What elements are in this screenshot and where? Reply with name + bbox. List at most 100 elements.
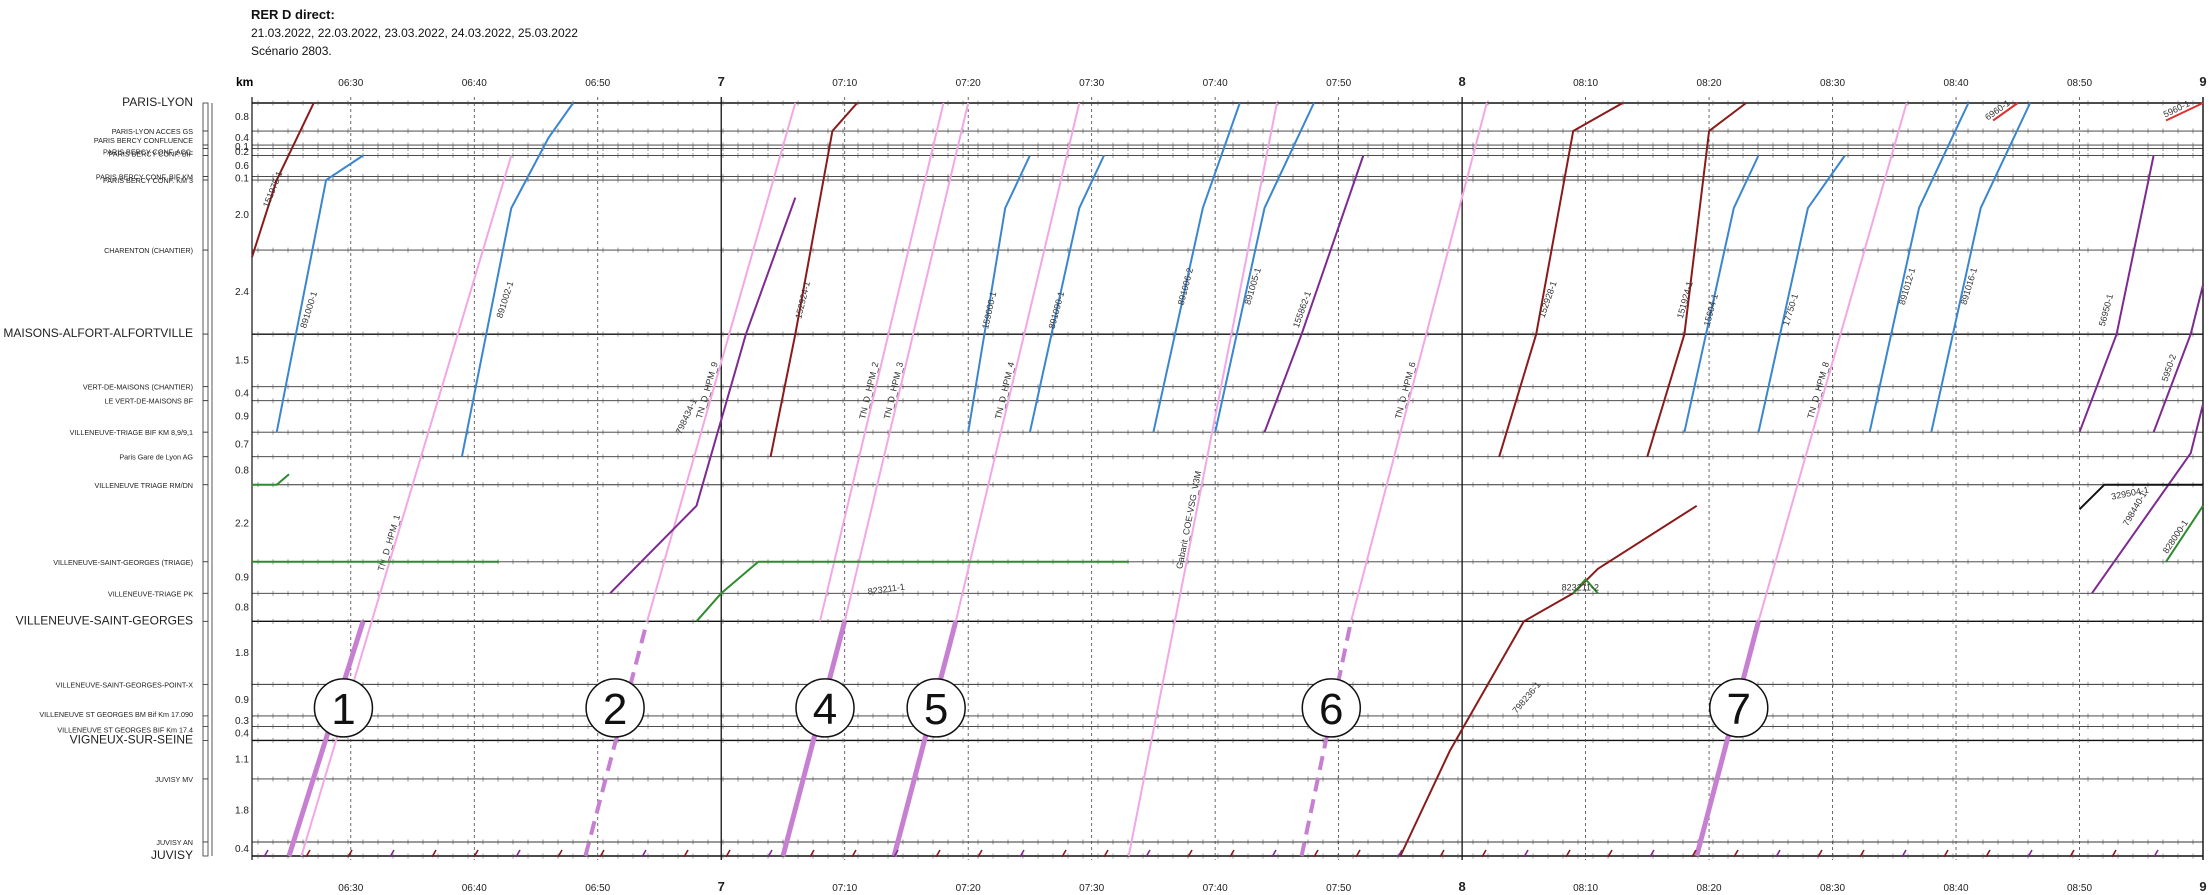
terminus-stub [641,849,647,858]
time-tick-label-bottom: 9 [2199,879,2206,894]
train-label: 823211-2 [1562,582,1599,592]
terminus-stub [389,849,395,858]
time-tick-label-top: 7 [718,74,725,89]
train-path [1127,102,1278,857]
terminus-stub [1313,849,1319,858]
time-tick-label-top: 07:10 [832,78,857,89]
train-label: TN_D_HPM_4 [993,361,1016,420]
annotation-number: 6 [1319,685,1343,734]
time-tick-label-top: 06:40 [462,78,487,89]
train-path [460,102,574,457]
track-bar [202,778,209,843]
train-path [1263,155,1365,433]
time-tick-label-bottom: 08:20 [1697,883,1722,894]
terminus-stub [683,849,689,858]
track-bar [202,102,209,132]
time-tick-label-top: 07:30 [1079,78,1104,89]
time-tick-label-bottom: 7 [718,879,725,894]
time-axis: 06:30 06:30 06:40 06:40 06:50 06:50 7 7 07:10 07:… [338,74,2206,894]
annotation-circle [1709,678,1769,738]
terminus-stub [1397,849,1403,858]
segment-distance: 0.4 [235,728,249,739]
train-path [843,102,970,622]
track-bar [202,386,209,402]
station-label: CHARENTON (CHANTIER) [104,246,193,255]
track-bar [202,155,209,177]
station-label: VILLENEUVE ST GEORGES BIF Km 17.4 [57,725,193,734]
train-path [769,102,858,457]
segment-distance: 0.1 [235,142,249,153]
time-tick-label-bottom: 07:10 [832,883,857,894]
train-path [891,620,959,857]
station-label: VILLENEUVE-TRIAGE PK [108,589,193,598]
segment-distance: 0.6 [235,161,249,172]
train-label: 891090-1 [1047,290,1067,329]
train-path [609,197,797,595]
time-tick-label-top: 06:50 [585,78,610,89]
train-label: 798236-1 [1510,680,1542,716]
segment-distance: 0.8 [235,466,249,477]
time-tick-label-top: 07:50 [1326,78,1351,89]
train-path [1350,102,1488,622]
train-path [2078,155,2155,433]
train-path [1299,620,1353,857]
terminus-stub [1187,849,1193,858]
time-tick-label-bottom: 06:30 [338,883,363,894]
train-label: 5950-2 [2160,353,2178,383]
time-tick-label-bottom: 07:50 [1326,883,1351,894]
station-label: VERT-DE-MAISONS (CHANTIER) [83,383,193,392]
track-bar [202,715,209,727]
train-label: 159000-1 [980,291,998,330]
time-tick-label-bottom: 07:30 [1079,883,1104,894]
terminus-stub [1607,849,1613,858]
track-bar [202,561,209,594]
segment-distance: 0.7 [235,439,249,450]
annotation-circle [1301,678,1362,738]
time-tick-label-bottom: 07:20 [956,883,981,894]
terminus-stub [2153,849,2159,858]
terminus-stub [1691,849,1697,858]
train-path [2078,483,2203,511]
station-label: VILLENEUVE-SAINT-GEORGES [16,613,193,627]
terminus-stub [1439,849,1445,858]
station-label: JUVISY AN [156,838,193,847]
time-tick-label-bottom: 08:30 [1820,883,1845,894]
annotations: 1 2 4 5 6 7 [313,678,1769,738]
terminus-stub [2111,849,2117,858]
train-label: 828000-1 [2161,518,2190,555]
train-label: TN_D_HPM_3 [882,361,905,420]
terminus-stub [1355,849,1361,858]
segment-distance: 2.2 [235,518,249,529]
station-label: PARIS-LYON [122,95,193,109]
train-path [1399,504,1698,857]
annotation-number: 5 [924,685,948,734]
terminus-stub [1775,849,1781,858]
train-path [646,102,797,622]
annotation-circle [313,678,374,738]
train-label: 17750-1 [1781,293,1800,328]
train-path [780,620,848,857]
terminus-stub [263,849,269,858]
time-tick-label-top: 07:40 [1203,78,1228,89]
terminus-stub [1271,849,1277,858]
terminus-stub [1061,849,1067,858]
train-label: 891006-2 [1176,267,1195,306]
train-path [1646,102,1747,457]
time-tick-label-bottom: 8 [1458,879,1465,894]
terminus-stub [1103,849,1109,858]
track-bar [202,484,209,563]
terminus-stub [1901,849,1907,858]
station-label: VILLENEUVE-SAINT-GEORGES-POINT-X [56,680,194,689]
terminus-stub [1649,849,1655,858]
time-tick-label-top: 8 [1458,74,1465,89]
track-bar [202,620,209,685]
train-path [300,155,513,857]
terminus-stub [305,849,311,858]
grid [251,97,2204,860]
segment-distance: 0.8 [235,112,249,123]
train-label: 891005-1 [1242,267,1263,306]
terminus-stub [431,849,437,858]
segment-distance: 0.2 [235,147,249,158]
terminus-stub [977,849,983,858]
terminus-stub [767,849,773,858]
